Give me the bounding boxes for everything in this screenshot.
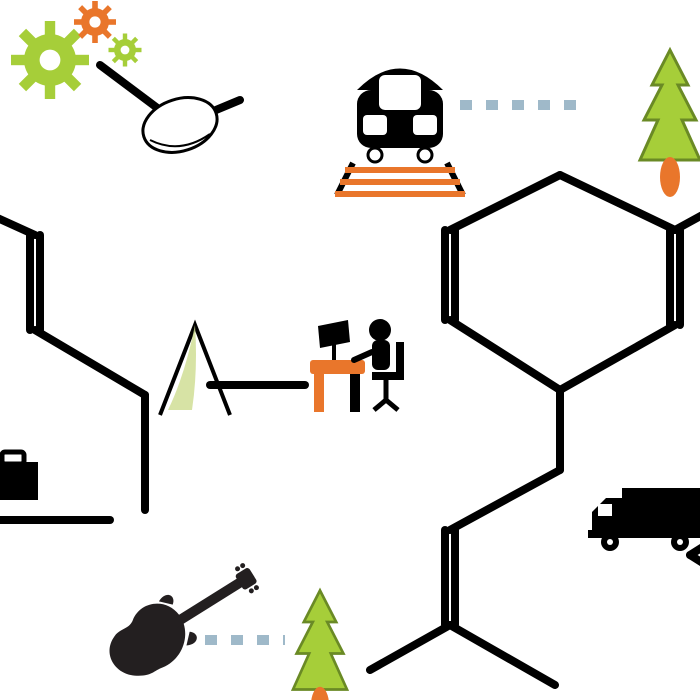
desk-worker-icon (310, 319, 404, 412)
mountain-icon (160, 325, 230, 415)
train-icon (335, 69, 465, 196)
tree-icon (293, 591, 347, 700)
guitar-icon (97, 549, 270, 689)
briefcase-icon (0, 452, 38, 500)
truck-icon (588, 488, 700, 551)
diagram-canvas (0, 0, 700, 700)
tree-icon (640, 50, 700, 197)
